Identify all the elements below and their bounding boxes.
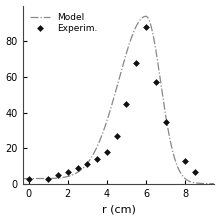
Experim. — [115, 134, 118, 138]
Experim. — [144, 25, 148, 29]
Model — [171, 149, 174, 152]
Experim. — [134, 61, 138, 64]
Experim. — [105, 150, 109, 154]
Experim. — [86, 163, 89, 166]
Legend: Model, Experim.: Model, Experim. — [27, 10, 100, 35]
Experim. — [193, 170, 197, 173]
Model — [22, 177, 24, 180]
Model — [41, 177, 44, 180]
Experim. — [56, 173, 60, 177]
Experim. — [154, 81, 158, 84]
Experim. — [27, 177, 30, 180]
Experim. — [125, 102, 128, 105]
Model — [145, 15, 147, 18]
Model — [153, 41, 156, 44]
Model — [174, 161, 177, 164]
Experim. — [95, 157, 99, 161]
Experim. — [76, 166, 79, 170]
Experim. — [66, 170, 70, 173]
Experim. — [183, 159, 187, 163]
Line: Model: Model — [23, 16, 214, 184]
Model — [99, 138, 102, 141]
Experim. — [164, 120, 167, 123]
Model — [106, 119, 108, 121]
Experim. — [46, 177, 50, 180]
X-axis label: r (cm): r (cm) — [102, 204, 136, 214]
Model — [213, 182, 216, 185]
